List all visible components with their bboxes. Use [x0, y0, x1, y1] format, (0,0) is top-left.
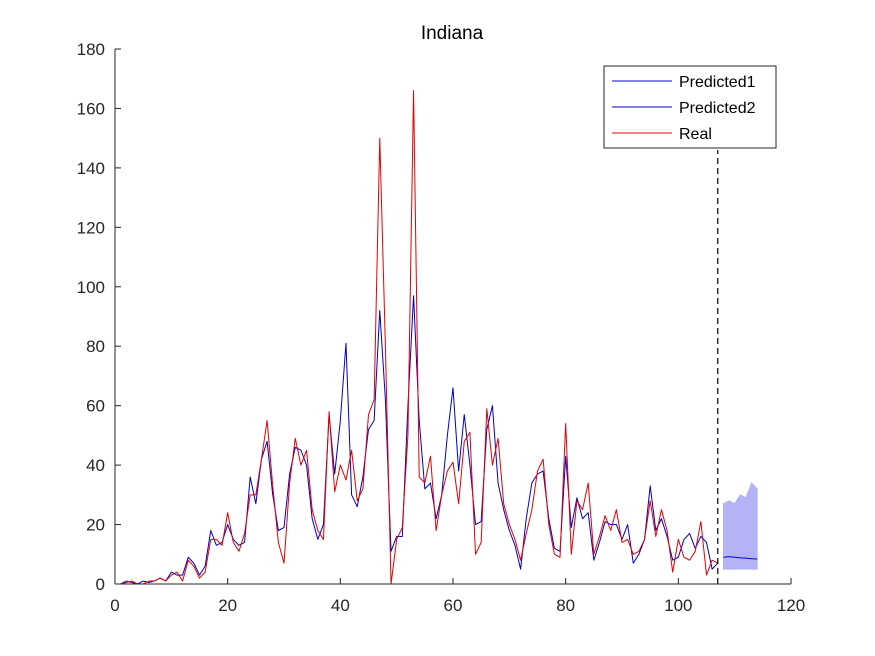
y-tick-label: 60 [86, 397, 105, 416]
y-tick-label: 0 [96, 575, 105, 594]
y-tick-label: 20 [86, 516, 105, 535]
legend-label: Predicted1 [679, 74, 756, 91]
x-tick-label: 60 [444, 596, 463, 615]
legend: Predicted1 Predicted2 Real [603, 65, 777, 149]
chart-title: Indiana [421, 23, 484, 44]
x-tick-label: 100 [664, 596, 692, 615]
x-tick-label: 40 [331, 596, 350, 615]
series-line-predicted2 [723, 556, 758, 560]
y-tick-label: 40 [86, 456, 105, 475]
legend-label: Predicted2 [679, 100, 756, 117]
x-tick-label: 80 [556, 596, 575, 615]
y-tick-label: 180 [77, 40, 105, 59]
series-layer [120, 90, 758, 585]
y-tick-label: 100 [77, 278, 105, 297]
y-tick-label: 160 [77, 99, 105, 118]
y-tick-label: 80 [86, 337, 105, 356]
x-tick-label: 120 [777, 596, 805, 615]
legend-label: Real [679, 126, 712, 143]
x-tick-label: 20 [218, 596, 237, 615]
confidence-band-layer [722, 482, 758, 570]
axes-layer: 0 20 40 60 80 100 120 0 20 40 60 80 100 120 140 160 180 [77, 40, 806, 615]
y-tick-label: 120 [77, 218, 105, 237]
x-tick-label: 0 [110, 596, 119, 615]
y-tick-label: 140 [77, 159, 105, 178]
confidence-band [722, 482, 758, 570]
series-line-real [120, 90, 719, 585]
